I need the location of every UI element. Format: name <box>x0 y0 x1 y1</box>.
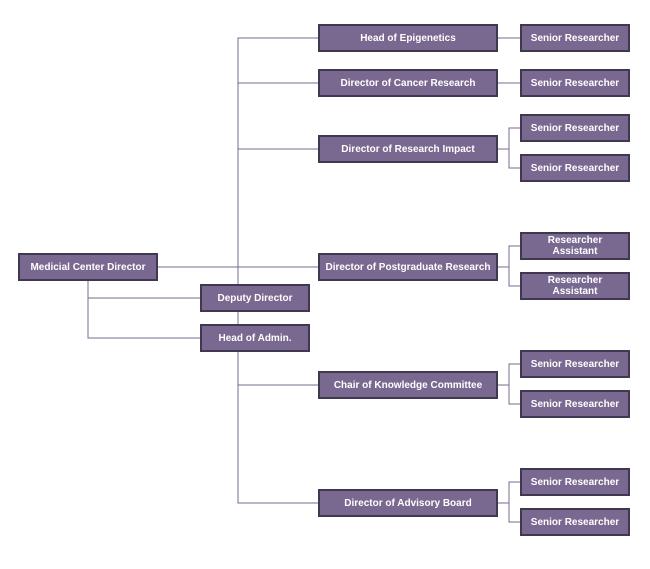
org-node-can_c1: Senior Researcher <box>520 69 630 97</box>
org-node-can: Director of Cancer Research <box>318 69 498 97</box>
org-node-adv: Director of Advisory Board <box>318 489 498 517</box>
org-node-epi_c1: Senior Researcher <box>520 24 630 52</box>
org-node-root: Medicial Center Director <box>18 253 158 281</box>
org-node-adv_c2: Senior Researcher <box>520 508 630 536</box>
org-node-kc_c1: Senior Researcher <box>520 350 630 378</box>
org-chart: Medicial Center Director Deputy Director H… <box>0 0 650 569</box>
org-node-pg_c2: Researcher Assistant <box>520 272 630 300</box>
org-node-adv_c1: Senior Researcher <box>520 468 630 496</box>
org-node-imp_c1: Senior Researcher <box>520 114 630 142</box>
org-node-pg_c1: Researcher Assistant <box>520 232 630 260</box>
org-node-imp: Director of Research Impact <box>318 135 498 163</box>
org-node-pg: Director of Postgraduate Research <box>318 253 498 281</box>
org-node-epi: Head of Epigenetics <box>318 24 498 52</box>
org-node-imp_c2: Senior Researcher <box>520 154 630 182</box>
org-node-kc_c2: Senior Researcher <box>520 390 630 418</box>
org-node-kc: Chair of Knowledge Committee <box>318 371 498 399</box>
org-node-adm: Head of Admin. <box>200 324 310 352</box>
org-node-dep: Deputy Director <box>200 284 310 312</box>
